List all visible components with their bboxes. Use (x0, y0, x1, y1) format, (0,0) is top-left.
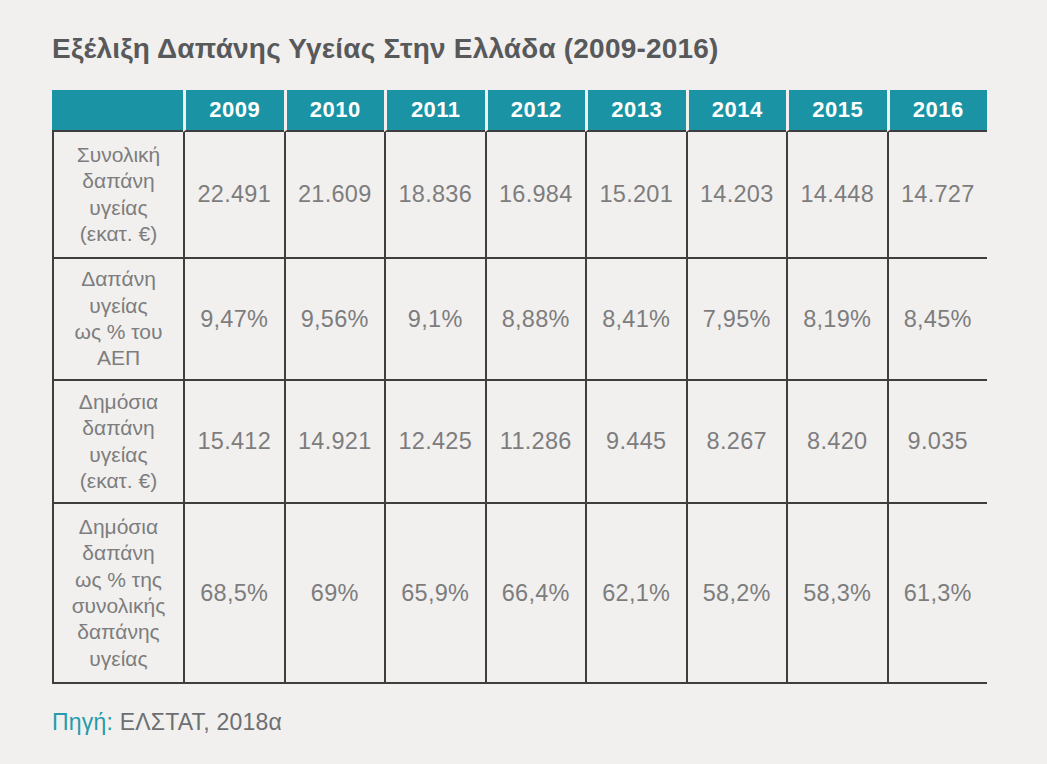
source-prefix: Πηγή: (52, 709, 113, 735)
value-cell: 15.412 (183, 381, 284, 504)
year-header-2013: 2013 (585, 90, 686, 132)
row-label: Δημόσια δαπάνη ως % της συνολικής δαπάνη… (52, 504, 183, 684)
value-cell: 68,5% (183, 504, 284, 684)
year-header-2012: 2012 (485, 90, 586, 132)
value-cell: 9,56% (284, 259, 385, 381)
value-cell: 8,45% (887, 259, 988, 381)
source-note: Πηγή: ΕΛΣΤΑΤ, 2018α (52, 709, 987, 736)
value-cell: 9.035 (887, 381, 988, 504)
value-cell: 16.984 (485, 132, 586, 259)
page-title: Εξέλιξη Δαπάνης Υγείας Στην Ελλάδα (2009… (52, 33, 987, 65)
value-cell: 66,4% (485, 504, 586, 684)
value-cell: 7,95% (686, 259, 787, 381)
health-expenditure-table: 2009 2010 2011 2012 2013 2014 2015 2016 … (52, 90, 987, 684)
year-header-2011: 2011 (384, 90, 485, 132)
year-header-2009: 2009 (183, 90, 284, 132)
year-header-2016: 2016 (887, 90, 988, 132)
value-cell: 8.267 (686, 381, 787, 504)
value-cell: 8.420 (786, 381, 887, 504)
row-label: Δημόσια δαπάνη υγείας (εκατ. €) (52, 381, 183, 504)
value-cell: 58,3% (786, 504, 887, 684)
year-header-2010: 2010 (284, 90, 385, 132)
value-cell: 21.609 (284, 132, 385, 259)
value-cell: 12.425 (384, 381, 485, 504)
value-cell: 11.286 (485, 381, 586, 504)
year-header-2015: 2015 (786, 90, 887, 132)
value-cell: 14.203 (686, 132, 787, 259)
value-cell: 65,9% (384, 504, 485, 684)
row-label: Συνολική δαπάνη υγείας (εκατ. €) (52, 132, 183, 259)
source-text: ΕΛΣΤΑΤ, 2018α (113, 709, 282, 735)
value-cell: 22.491 (183, 132, 284, 259)
value-cell: 18.836 (384, 132, 485, 259)
value-cell: 58,2% (686, 504, 787, 684)
table-row-expenditure-pct-gdp: Δαπάνη υγείας ως % του ΑΕΠ 9,47% 9,56% 9… (52, 259, 987, 381)
value-cell: 15.201 (585, 132, 686, 259)
table-header-row: 2009 2010 2011 2012 2013 2014 2015 2016 (52, 90, 987, 132)
value-cell: 14.921 (284, 381, 385, 504)
value-cell: 8,41% (585, 259, 686, 381)
page: Εξέλιξη Δαπάνης Υγείας Στην Ελλάδα (2009… (0, 0, 1047, 736)
value-cell: 14.727 (887, 132, 988, 259)
value-cell: 9,1% (384, 259, 485, 381)
value-cell: 8,19% (786, 259, 887, 381)
value-cell: 14.448 (786, 132, 887, 259)
table-row-public-pct-total: Δημόσια δαπάνη ως % της συνολικής δαπάνη… (52, 504, 987, 684)
value-cell: 9,47% (183, 259, 284, 381)
value-cell: 69% (284, 504, 385, 684)
value-cell: 8,88% (485, 259, 586, 381)
value-cell: 9.445 (585, 381, 686, 504)
table-row-public-expenditure: Δημόσια δαπάνη υγείας (εκατ. €) 15.412 1… (52, 381, 987, 504)
value-cell: 61,3% (887, 504, 988, 684)
row-label: Δαπάνη υγείας ως % του ΑΕΠ (52, 259, 183, 381)
value-cell: 62,1% (585, 504, 686, 684)
table-row-total-expenditure: Συνολική δαπάνη υγείας (εκατ. €) 22.491 … (52, 132, 987, 259)
corner-header-cell (52, 90, 183, 132)
year-header-2014: 2014 (686, 90, 787, 132)
